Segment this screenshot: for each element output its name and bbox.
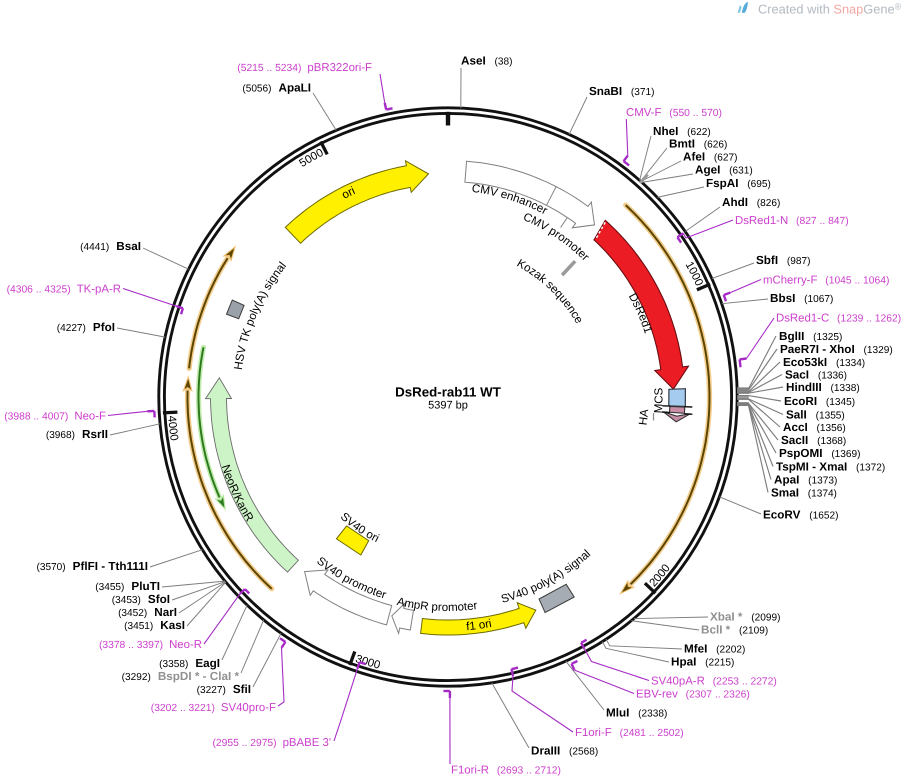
svg-text:SV40pA-R (2253 .. 2272): SV40pA-R (2253 .. 2272) — [651, 676, 777, 688]
svg-text:SbfI (987): SbfI (987) — [756, 254, 810, 267]
svg-text:AccI (1356): AccI (1356) — [783, 421, 846, 434]
svg-text:MluI (2338): MluI (2338) — [606, 707, 667, 720]
svg-text:Eco53kI (1334): Eco53kI (1334) — [783, 356, 865, 369]
svg-text:PspOMI (1369): PspOMI (1369) — [779, 447, 861, 460]
svg-text:PaeR7I - XhoI (1329): PaeR7I - XhoI (1329) — [780, 343, 893, 356]
svg-text:MCS: MCS — [652, 387, 666, 413]
svg-text:(3988 .. 4007)Neo-F: (3988 .. 4007)Neo-F — [4, 411, 106, 423]
svg-text:(3227)SfiI: (3227)SfiI — [197, 683, 251, 696]
svg-text:mCherry-F (1045 .. 1064): mCherry-F (1045 .. 1064) — [763, 275, 889, 287]
svg-text:DsRed1-C (1239 .. 1262): DsRed1-C (1239 .. 1262) — [776, 313, 901, 325]
svg-text:(3202 .. 3221)SV40pro-F: (3202 .. 3221)SV40pro-F — [151, 702, 276, 714]
svg-text:SnaBI (371): SnaBI (371) — [589, 85, 655, 98]
svg-text:(3453)SfoI: (3453)SfoI — [112, 593, 170, 606]
svg-text:EBV-rev (2307 .. 2326): EBV-rev (2307 .. 2326) — [636, 689, 750, 701]
svg-text:(2955 .. 2975)pBABE 3': (2955 .. 2975)pBABE 3' — [212, 737, 331, 749]
svg-text:FspAI (695): FspAI (695) — [706, 177, 771, 190]
svg-text:HA: HA — [637, 408, 652, 426]
svg-text:F1ori-F (2481 .. 2502): F1ori-F (2481 .. 2502) — [575, 727, 684, 739]
svg-text:MfeI (2202): MfeI (2202) — [684, 643, 745, 656]
svg-text:BglII (1325): BglII (1325) — [779, 330, 842, 343]
svg-text:(4227)PfoI: (4227)PfoI — [57, 321, 115, 334]
svg-text:SacII (1368): SacII (1368) — [781, 434, 846, 447]
svg-text:SalI (1355): SalI (1355) — [786, 409, 845, 422]
svg-text:(4306 .. 4325)TK-pA-R: (4306 .. 4325)TK-pA-R — [7, 284, 121, 296]
svg-text:SmaI (1374): SmaI (1374) — [771, 487, 837, 500]
svg-text:(3570)PflFI - Tth111I: (3570)PflFI - Tth111I — [36, 560, 148, 573]
svg-text:CMV-F (550 .. 570): CMV-F (550 .. 570) — [626, 107, 722, 119]
svg-text:(3378 .. 3397)Neo-R: (3378 .. 3397)Neo-R — [99, 639, 202, 651]
svg-text:AfeI (627): AfeI (627) — [683, 151, 737, 164]
svg-text:5397 bp: 5397 bp — [428, 400, 468, 412]
svg-text:DsRed-rab11 WT: DsRed-rab11 WT — [395, 385, 501, 400]
svg-text:(3292)BspDI * - ClaI *: (3292)BspDI * - ClaI * — [122, 670, 240, 683]
svg-text:TspMI - XmaI (1372): TspMI - XmaI (1372) — [776, 461, 885, 474]
svg-text:Created with SnapGene®: Created with SnapGene® — [758, 2, 902, 17]
svg-text:HpaI (2215): HpaI (2215) — [671, 656, 734, 669]
svg-text:SacI (1336): SacI (1336) — [785, 369, 847, 382]
svg-text:F1ori-R (2693 .. 2712): F1ori-R (2693 .. 2712) — [451, 765, 561, 777]
svg-text:BbsI (1067): BbsI (1067) — [770, 292, 833, 305]
svg-text:ApaI (1373): ApaI (1373) — [774, 474, 837, 487]
